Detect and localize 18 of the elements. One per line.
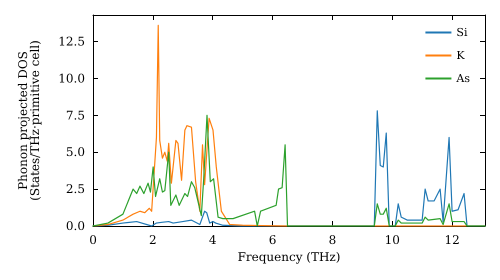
y-tick-label: 5.0 [66,145,85,160]
legend-label: K [456,49,466,62]
x-tick-label: 10 [384,233,400,247]
y-tick-label: 7.5 [66,108,85,122]
x-tick-label: 2 [149,233,157,247]
x-tick-label: 8 [328,233,336,247]
x-tick-label: 12 [444,233,460,247]
y-tick-label: 12.5 [58,34,85,49]
legend-label: As [455,72,470,85]
x-tick-label: 4 [208,233,217,247]
y-tick-label: 0.0 [66,219,85,233]
y-tick-label: 10.0 [58,71,85,86]
x-tick-label: 6 [268,233,276,247]
legend-label: Si [456,26,468,39]
x-axis-title: Frequency (THz) [238,250,340,264]
y-tick-label: 2.5 [66,182,85,196]
x-tick-label: 0 [89,233,97,247]
y-axis-title: Phonon projected DOS (States/THz·primitive cell) [16,40,42,201]
